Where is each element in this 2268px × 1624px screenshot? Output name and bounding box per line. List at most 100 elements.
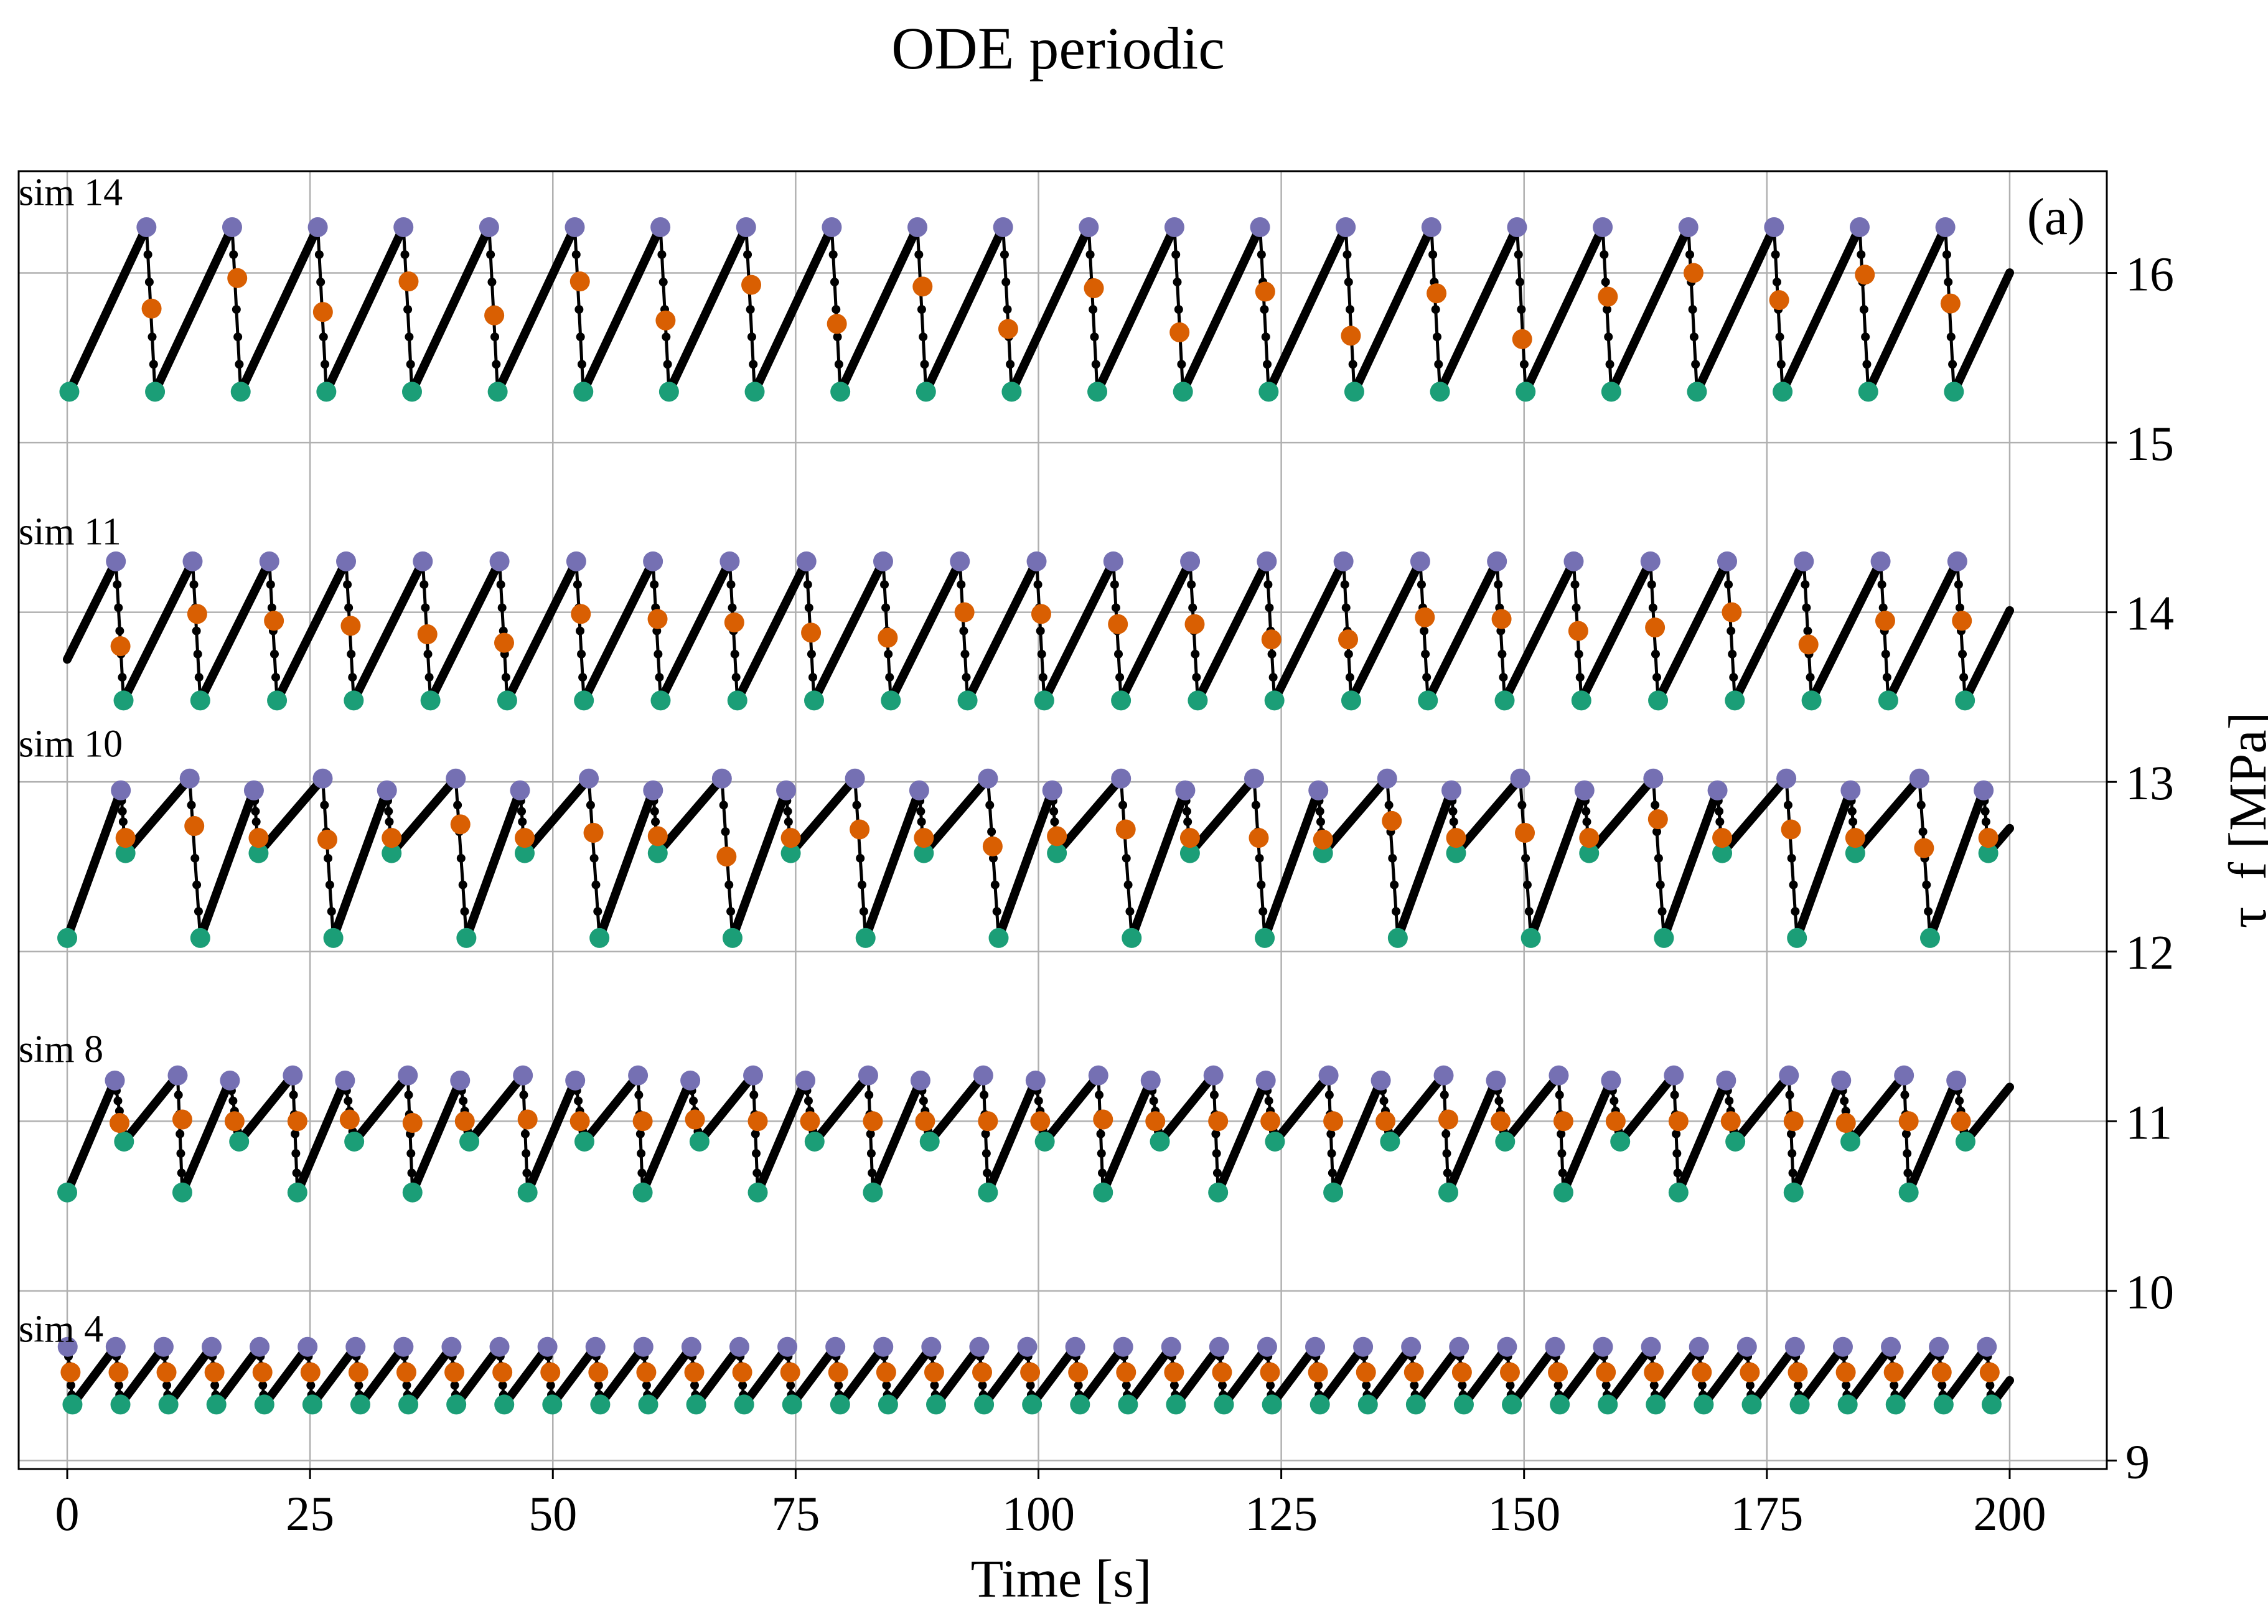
marker-mid [1596, 1362, 1616, 1382]
x-tick-label: 0 [55, 1486, 80, 1541]
drop-point [1171, 250, 1181, 260]
marker-max [1487, 551, 1507, 571]
marker-mid [1438, 1109, 1459, 1130]
drop-point [187, 800, 196, 810]
marker-max [1736, 1336, 1757, 1357]
marker-mid [588, 1362, 609, 1382]
marker-max [1209, 1336, 1229, 1357]
drop-point [746, 305, 755, 314]
marker-max [1717, 551, 1738, 571]
marker-mid [1415, 607, 1435, 627]
marker-max [312, 768, 333, 789]
drop-point [1582, 807, 1591, 816]
marker-mid [1712, 828, 1733, 848]
drop-point [1114, 649, 1123, 659]
marker-min [287, 1182, 307, 1203]
marker-min [1047, 843, 1067, 863]
marker-min [190, 690, 210, 711]
drop-point [1840, 1096, 1849, 1105]
marker-max [513, 1065, 533, 1086]
marker-mid [317, 829, 337, 850]
marker-max [202, 1336, 222, 1357]
marker-min [747, 1182, 768, 1203]
marker-mid [583, 822, 604, 843]
marker-mid [1260, 1362, 1280, 1382]
drop-point [1801, 580, 1810, 589]
marker-min [1598, 1394, 1618, 1415]
marker-max [1881, 1336, 1901, 1357]
marker-mid [1375, 1111, 1396, 1132]
drop-point [1688, 305, 1697, 314]
drop-point [1033, 580, 1043, 589]
drop-point [192, 626, 201, 636]
marker-mid [1208, 1111, 1229, 1132]
drop-point [1725, 1096, 1734, 1105]
marker-min [62, 1394, 83, 1415]
drop-point [724, 880, 734, 889]
drop-point [1517, 305, 1526, 314]
marker-min [398, 1394, 419, 1415]
drop-point [1557, 1129, 1566, 1138]
drop-point [113, 580, 122, 589]
marker-max [1563, 551, 1584, 571]
marker-min [1801, 690, 1822, 711]
marker-max [259, 551, 279, 571]
marker-min [1601, 382, 1621, 402]
marker-max [1947, 551, 1967, 571]
marker-mid [402, 1113, 423, 1133]
series-line [63, 774, 2014, 942]
marker-mid [1568, 621, 1588, 641]
marker-mid [1093, 1109, 1113, 1130]
drop-point [1916, 800, 1926, 810]
drop-point [1316, 817, 1325, 827]
marker-min [1173, 382, 1193, 402]
drop-point [1847, 807, 1857, 816]
drop-point [1440, 1091, 1449, 1100]
marker-max [1664, 1065, 1684, 1086]
marker-mid [1512, 329, 1532, 349]
marker-min [744, 382, 765, 402]
drop-point [1410, 1381, 1419, 1390]
drop-point [726, 907, 736, 916]
drop-point [804, 1096, 813, 1105]
drop-point [194, 673, 204, 682]
marker-max [719, 551, 740, 571]
drop-point [1187, 580, 1196, 589]
marker-min [1955, 690, 1975, 711]
drop-point [743, 250, 752, 260]
drop-point [574, 305, 584, 314]
drop-point [866, 1129, 875, 1138]
drop-point [520, 1129, 530, 1138]
marker-max [1410, 551, 1430, 571]
marker-min [1264, 690, 1285, 711]
drop-point [1173, 278, 1182, 287]
marker-max [479, 217, 499, 237]
drop-point [1431, 305, 1440, 314]
series-label: sim 14 [19, 172, 123, 214]
x-tick-label: 125 [1245, 1486, 1318, 1541]
marker-min [1955, 1131, 1975, 1152]
marker-min [988, 927, 1009, 948]
drop-point [1050, 817, 1059, 827]
drop-point [885, 673, 894, 682]
drop-point [1090, 332, 1099, 342]
drop-point [1574, 649, 1583, 659]
marker-mid [417, 624, 438, 645]
series-line [63, 1071, 2014, 1197]
marker-min [1034, 690, 1054, 711]
marker-min [916, 382, 936, 402]
marker-max [450, 1070, 471, 1091]
drop-point [1958, 649, 1967, 659]
marker-mid [141, 298, 162, 319]
marker-mid [1951, 1111, 1971, 1132]
drop-point [1362, 1381, 1371, 1390]
drop-point [66, 1381, 75, 1390]
drop-point [1652, 673, 1662, 682]
drop-point [325, 880, 334, 889]
marker-max [105, 1336, 126, 1357]
marker-min [722, 927, 743, 948]
drop-point [306, 1381, 316, 1390]
marker-max [222, 217, 242, 237]
marker-mid [828, 1362, 848, 1382]
marker-mid [396, 1362, 416, 1382]
